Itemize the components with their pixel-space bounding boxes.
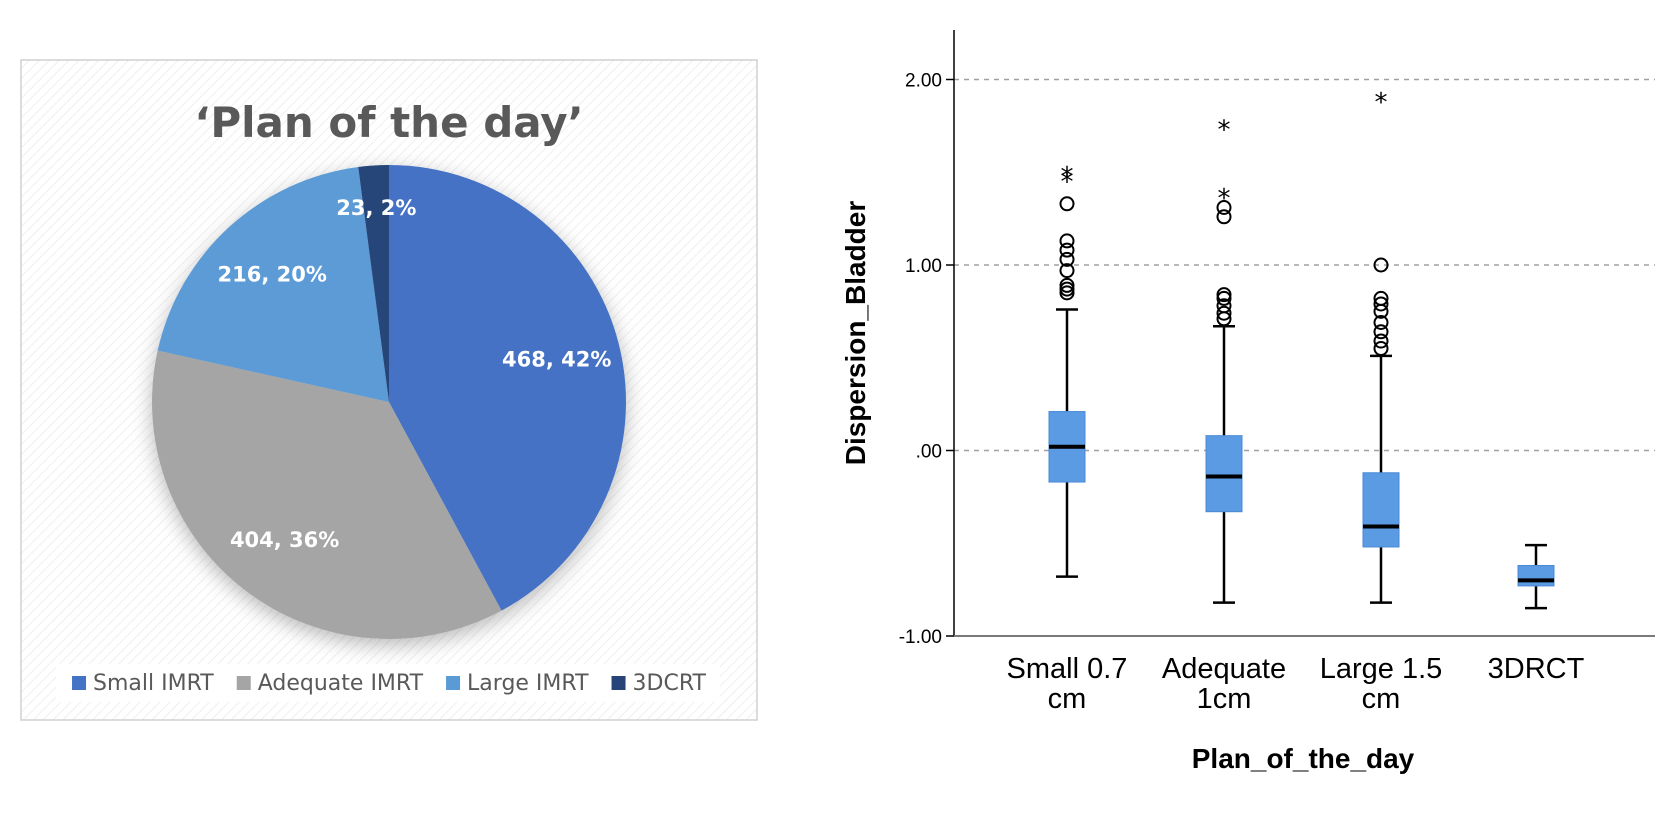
y-tick-label-00: .00 [916, 442, 942, 463]
box-plot-boxes: ***** [1048, 88, 1555, 610]
extreme-outlier-large-1-5-cm-0: * [1375, 88, 1388, 118]
pie-legend: Small IMRT Adequate IMRT Large IMRT 3DCRT [72, 671, 707, 696]
pie-legend-swatch-3dcrt [611, 676, 626, 690]
outlier-small-0-7-cm-7 [1059, 196, 1075, 212]
outlier-large-1-5-cm-7 [1373, 257, 1389, 273]
y-tick-label-1-00: -1.00 [899, 627, 942, 648]
outlier-adequate-1cm-2 [1216, 298, 1232, 314]
extreme-outlier-adequate-1cm-1: * [1218, 116, 1231, 146]
outlier-adequate-1cm-4 [1216, 287, 1232, 303]
outlier-small-0-7-cm-6 [1059, 233, 1075, 249]
outlier-small-0-7-cm-3 [1059, 263, 1075, 279]
pie-legend-label-3dcrt: 3DCRT [633, 671, 707, 696]
pie-slice-label-large-imrt: 216, 20% [218, 262, 327, 286]
outlier-large-1-5-cm-6 [1373, 290, 1389, 306]
x-category-label-small-0-7-cm-line-0: Small 0.7 [1007, 653, 1128, 685]
y-tick-label-2-00: 2.00 [905, 71, 942, 92]
pie-chart-panel: ‘Plan of the day’ 468, 42% 404, 36% 216, 2… [20, 59, 758, 721]
pie-slice-label-small-imrt: 468, 42% [502, 348, 611, 372]
pie-slice-label-adequate-imrt: 404, 36% [230, 528, 339, 552]
iqr-box-3drct [1517, 565, 1555, 587]
outlier-adequate-1cm-5 [1216, 209, 1232, 225]
x-category-label-adequate-1cm-line-0: Adequate [1162, 653, 1286, 685]
pie-slices [151, 165, 626, 639]
extreme-outlier-adequate-1cm-0: * [1218, 184, 1231, 214]
outlier-adequate-1cm-1 [1216, 305, 1232, 321]
box-large-1-5-cm: * [1362, 88, 1400, 604]
pie-slice-small-imrt [389, 165, 626, 611]
pie-legend-item-3dcrt: 3DCRT [611, 671, 707, 696]
outlier-large-1-5-cm-2 [1373, 324, 1389, 340]
iqr-box-adequate-1cm [1205, 435, 1243, 513]
x-category-label-small-0-7-cm-line-1: cm [1048, 683, 1087, 715]
x-category-label-3drct-line-0: 3DRCT [1488, 653, 1585, 685]
pie-legend-swatch-adequate-imrt [236, 676, 251, 690]
pie-slice-large-imrt [157, 167, 389, 402]
pie-legend-label-adequate-imrt: Adequate IMRT [258, 671, 424, 696]
pie-legend-swatch-small-imrt [72, 676, 87, 690]
box-small-0-7-cm: ** [1048, 162, 1086, 578]
box-adequate-1cm: ** [1205, 116, 1243, 604]
iqr-box-large-1-5-cm [1362, 472, 1400, 548]
x-category-label-large-1-5-cm-line-0: Large 1.5 [1320, 653, 1443, 685]
pie-legend-box [56, 664, 720, 702]
outlier-large-1-5-cm-5 [1373, 296, 1389, 312]
x-axis-title: Plan_of_the_day [1192, 743, 1415, 774]
outlier-large-1-5-cm-3 [1373, 315, 1389, 331]
outlier-small-0-7-cm-2 [1059, 277, 1075, 293]
extreme-outlier-small-0-7-cm-0: * [1061, 168, 1074, 198]
pie-legend-swatch-large-imrt [446, 676, 461, 690]
y-axis-ticks: -1.00 .00 1.00 2.00 [899, 71, 954, 648]
pie-slice-adequate-imrt [151, 350, 502, 639]
pie-slice-label-3dcrt: 23, 2% [336, 196, 416, 220]
y-tick-label-1-00: 1.00 [905, 256, 942, 277]
pie-legend-label-small-imrt: Small IMRT [93, 671, 214, 696]
outlier-large-1-5-cm-0 [1373, 340, 1389, 356]
outlier-small-0-7-cm-5 [1059, 242, 1075, 258]
pie-legend-label-large-imrt: Large IMRT [467, 671, 589, 696]
x-category-label-large-1-5-cm-line-1: cm [1362, 683, 1401, 715]
pie-legend-item-large-imrt: Large IMRT [446, 671, 589, 696]
pie-slice-labels: 468, 42% 404, 36% 216, 20% 23, 2% [218, 196, 612, 552]
extreme-outlier-small-0-7-cm-1: * [1061, 162, 1074, 192]
box-plot-gridlines [954, 78, 1655, 452]
outlier-small-0-7-cm-4 [1059, 251, 1075, 267]
pie-legend-item-adequate-imrt: Adequate IMRT [236, 671, 424, 696]
box-3drct [1517, 543, 1555, 610]
x-category-label-adequate-1cm-line-1: 1cm [1197, 683, 1252, 715]
pie-chart-title: ‘Plan of the day’ [194, 98, 583, 147]
outlier-large-1-5-cm-1 [1373, 333, 1389, 349]
pie-slice-3dcrt [358, 165, 389, 402]
outlier-adequate-1cm-6 [1216, 199, 1232, 215]
y-axis-title: Dispersion_Bladder [840, 201, 871, 466]
pie-legend-item-small-imrt: Small IMRT [72, 671, 214, 696]
box-plot-panel: -1.00.001.002.00 ***** Small 0.7cmAdequa… [840, 30, 1655, 774]
